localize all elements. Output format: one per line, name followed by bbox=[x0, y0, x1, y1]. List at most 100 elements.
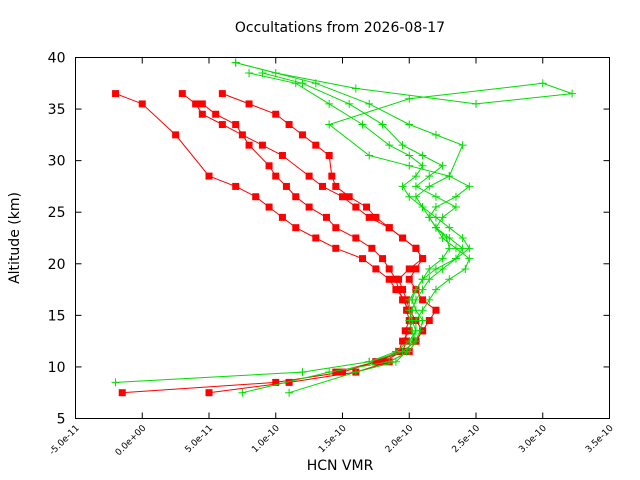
data-point bbox=[312, 234, 320, 242]
data-point bbox=[425, 317, 433, 325]
series-line bbox=[242, 72, 464, 394]
data-point bbox=[245, 141, 253, 149]
data-point bbox=[292, 224, 300, 232]
data-point bbox=[431, 130, 440, 139]
data-point bbox=[325, 368, 334, 377]
data-point bbox=[431, 213, 440, 222]
series-4 bbox=[218, 90, 427, 366]
y-axis-label: Altitude (km) bbox=[7, 192, 23, 284]
data-point bbox=[391, 357, 400, 366]
data-point bbox=[425, 295, 434, 304]
series-7 bbox=[245, 68, 454, 397]
data-point bbox=[458, 234, 467, 242]
data-point bbox=[372, 358, 380, 366]
data-point bbox=[425, 275, 434, 284]
data-point bbox=[385, 275, 393, 283]
y-tick-label: 40 bbox=[48, 51, 66, 67]
data-point bbox=[399, 286, 407, 294]
data-point bbox=[332, 368, 340, 376]
data-point bbox=[212, 110, 220, 118]
data-point bbox=[272, 172, 280, 180]
data-point bbox=[332, 224, 340, 232]
data-point bbox=[359, 255, 367, 263]
data-point bbox=[418, 316, 427, 325]
data-point bbox=[245, 68, 254, 77]
data-point bbox=[398, 141, 407, 150]
data-point bbox=[372, 265, 380, 273]
data-point bbox=[298, 131, 306, 139]
data-point bbox=[339, 193, 346, 201]
x-tick-label: -5.0e-11 bbox=[48, 424, 82, 458]
chart-title: Occultations from 2026-08-17 bbox=[235, 20, 445, 36]
data-point bbox=[445, 172, 454, 181]
data-point bbox=[405, 295, 414, 304]
x-tick-label: 1.5e-10 bbox=[317, 423, 349, 455]
data-point bbox=[111, 378, 120, 387]
data-point bbox=[238, 388, 247, 397]
data-point bbox=[232, 121, 240, 129]
data-point bbox=[265, 203, 273, 211]
data-point bbox=[271, 68, 280, 77]
data-point bbox=[411, 182, 420, 191]
data-point bbox=[411, 316, 420, 325]
data-point bbox=[218, 121, 226, 129]
series-1 bbox=[112, 90, 413, 397]
data-point bbox=[432, 306, 440, 314]
data-point bbox=[198, 100, 206, 108]
data-point bbox=[405, 151, 414, 160]
data-point bbox=[358, 120, 367, 129]
data-point bbox=[365, 151, 374, 160]
series-line bbox=[235, 62, 573, 363]
data-point bbox=[218, 90, 226, 98]
data-point bbox=[285, 121, 293, 129]
series-group bbox=[111, 58, 577, 397]
data-point bbox=[418, 306, 427, 315]
data-point bbox=[431, 264, 440, 273]
data-point bbox=[405, 120, 414, 129]
data-point bbox=[411, 192, 420, 201]
data-point bbox=[419, 296, 427, 304]
data-point bbox=[345, 99, 354, 108]
data-point bbox=[431, 192, 440, 201]
data-point bbox=[418, 151, 427, 160]
data-point bbox=[245, 100, 253, 108]
data-point bbox=[282, 182, 290, 190]
x-tick-label: 1.0e-10 bbox=[250, 423, 282, 455]
data-point bbox=[445, 244, 454, 253]
data-point bbox=[465, 254, 474, 263]
y-tick-label: 15 bbox=[48, 308, 66, 324]
data-point bbox=[395, 275, 403, 283]
y-axis: 5 10 15 20 25 30 35 40 bbox=[48, 51, 610, 428]
data-point bbox=[378, 120, 387, 129]
data-point bbox=[412, 244, 420, 252]
data-point bbox=[172, 131, 180, 139]
data-point bbox=[398, 182, 407, 191]
data-point bbox=[292, 193, 300, 201]
y-tick-label: 20 bbox=[48, 257, 66, 273]
data-point bbox=[399, 296, 407, 304]
data-point bbox=[461, 264, 470, 273]
data-point bbox=[298, 79, 307, 88]
series-line bbox=[248, 72, 450, 394]
x-tick-label: 3.0e-10 bbox=[517, 423, 549, 455]
y-tick-label: 30 bbox=[48, 154, 66, 170]
data-point bbox=[298, 368, 307, 377]
series-3 bbox=[198, 100, 416, 376]
data-point bbox=[332, 244, 340, 252]
data-point bbox=[425, 213, 434, 222]
series-line bbox=[181, 93, 437, 394]
data-point bbox=[425, 172, 434, 181]
data-point bbox=[538, 79, 547, 88]
data-point bbox=[322, 213, 330, 221]
data-point bbox=[405, 306, 414, 315]
data-point bbox=[411, 295, 420, 304]
data-point bbox=[325, 99, 334, 108]
data-point bbox=[405, 275, 413, 283]
x-tick-label: 3.5e-10 bbox=[584, 423, 616, 455]
data-point bbox=[272, 110, 280, 118]
data-point bbox=[438, 234, 447, 242]
data-point bbox=[401, 327, 409, 335]
data-point bbox=[351, 84, 360, 93]
series-line bbox=[201, 103, 413, 373]
